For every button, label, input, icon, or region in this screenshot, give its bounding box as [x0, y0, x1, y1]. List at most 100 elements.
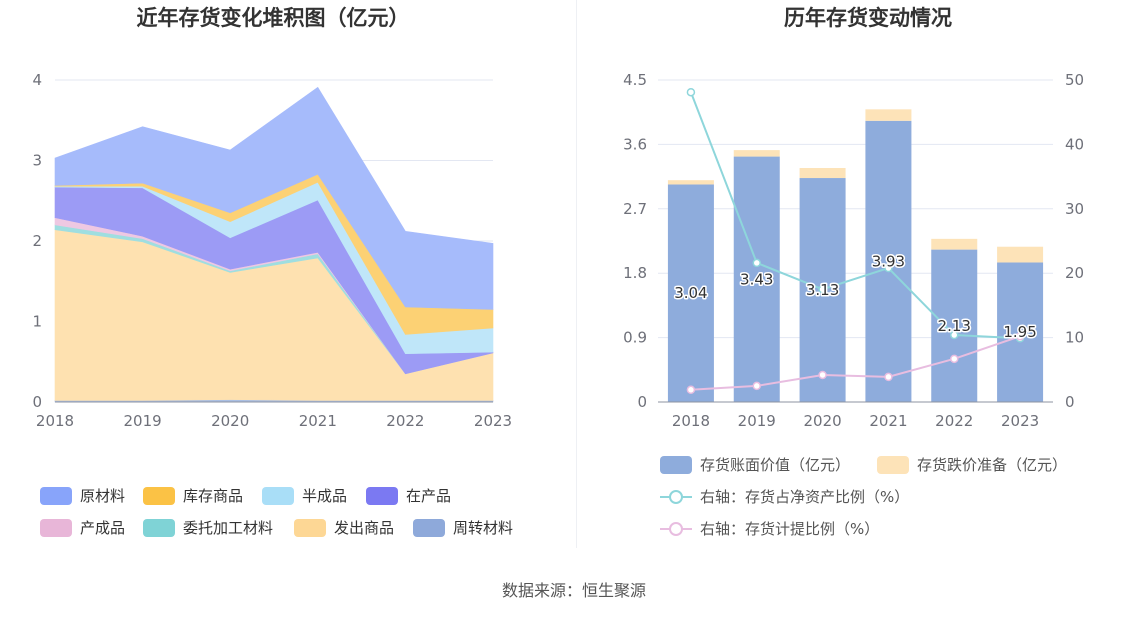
x-tick-label: 2019: [124, 412, 162, 430]
bar-impairment-provision-2019: [733, 150, 780, 157]
point-inventory-to-net-assets-2018: [686, 87, 696, 97]
legend-swatch: [143, 519, 175, 537]
bar-impairment-provision-2022: [931, 238, 978, 250]
line-inventory-to-net-assets: [689, 91, 1021, 340]
left-stacked-area-chart: 0 1 2 3 4 2018 2019 2020 2021 2022 2023: [32, 71, 512, 430]
legend-item-inventory-to-net-assets[interactable]: 右轴：存货占净资产比例（%）: [660, 488, 909, 506]
legend-label: 库存商品: [183, 487, 244, 505]
y-tick-label: 0: [32, 393, 42, 411]
legend-item-goods-shipped[interactable]: 发出商品: [294, 519, 394, 537]
point-impairment-ratio-2023: [1015, 332, 1025, 341]
x-tick-label: 2019: [738, 412, 776, 430]
bar-book-value-2021: [865, 120, 912, 402]
legend-swatch: [40, 519, 72, 537]
right-y-tick-label: 30: [1065, 200, 1084, 218]
legend-label: 周转材料: [453, 519, 514, 537]
legend-item-stock-goods[interactable]: 库存商品: [143, 487, 243, 505]
x-tick-label: 2020: [803, 412, 841, 430]
x-tick-label: 2018: [672, 412, 710, 430]
bar-impairment-provision-2021: [865, 109, 912, 121]
legend-item-work-in-progress[interactable]: 在产品: [366, 487, 451, 505]
point-inventory-to-net-assets-2020: [818, 285, 827, 294]
y-tick-label: 3: [32, 152, 42, 170]
point-impairment-ratio-2021: [884, 372, 893, 382]
x-tick-label: 2021: [299, 412, 337, 430]
bar-book-value-2018: [667, 184, 714, 402]
point-impairment-ratio-2020: [818, 370, 827, 380]
legend-item-turnover-materials[interactable]: 周转材料: [413, 519, 513, 537]
bar-value-label-2021: 3.93: [872, 252, 905, 270]
data-source-note: 数据来源：恒生聚源: [501, 581, 646, 600]
left-y-tick-label: 2.7: [623, 200, 647, 218]
legend-item-impairment-ratio[interactable]: 右轴：存货计提比例（%）: [660, 520, 879, 538]
bar-value-label-2019: 3.43: [740, 270, 773, 288]
legend-label: 委托加工材料: [183, 519, 274, 537]
x-tick-label: 2023: [1001, 412, 1039, 430]
bar-impairment-provision-2020: [799, 168, 846, 179]
y-tick-label: 2: [32, 232, 42, 250]
line-impairment-ratio: [690, 335, 1021, 391]
x-tick-label: 2020: [211, 412, 249, 430]
legend-swatch: [262, 487, 294, 505]
bar-impairment-provision-2018: [667, 180, 714, 185]
legend-item-finished-products[interactable]: 产成品: [40, 519, 125, 537]
left-chart-title: 近年存货变化堆积图（亿元）: [136, 6, 410, 30]
line-legend-icon: [660, 522, 692, 536]
bar-value-label-2022: 2.13: [938, 317, 971, 335]
left-y-tick-label: 0: [637, 393, 647, 411]
x-tick-label: 2022: [935, 412, 973, 430]
bar-book-value-2022: [931, 249, 978, 402]
point-inventory-to-net-assets-2019: [752, 258, 761, 268]
legend-label: 存货跌价准备（亿元）: [917, 456, 1068, 474]
y-tick-label: 4: [32, 71, 42, 89]
legend-swatch: [143, 487, 175, 505]
point-impairment-ratio-2018: [686, 385, 696, 395]
x-tick-label: 2021: [869, 412, 907, 430]
bar-impairment-provision-2023: [997, 246, 1044, 263]
legend-item-consigned-processing[interactable]: 委托加工材料: [143, 519, 273, 537]
line-legend-icon: [660, 490, 692, 504]
legend-swatch: [660, 456, 692, 474]
right-bar-line-chart: 0 0.9 1.8 2.7 3.6 4.5 0 10 20 30 40 50 2018 2019 2020 2…: [623, 71, 1084, 430]
legend-item-book-value[interactable]: 存货账面价值（亿元）: [660, 456, 850, 474]
right-chart-title: 历年存货变动情况: [784, 6, 952, 30]
point-impairment-ratio-2022: [950, 354, 959, 364]
bar-value-label-2023: 1.95: [1003, 323, 1036, 341]
legend-label: 存货账面价值（亿元）: [700, 456, 851, 474]
x-tick-label: 2022: [386, 412, 424, 430]
bar-book-value-2019: [733, 156, 780, 402]
legend-line-marker: [669, 490, 683, 504]
legend-swatch: [413, 519, 445, 537]
legend-label: 半成品: [302, 487, 348, 505]
right-y-tick-label: 40: [1065, 135, 1084, 153]
legend-item-semi-finished[interactable]: 半成品: [262, 487, 347, 505]
legend-item-raw-materials[interactable]: 原材料: [40, 487, 125, 505]
bar-value-label-2018: 3.04: [674, 284, 707, 302]
left-y-tick-label: 1.8: [623, 264, 647, 282]
y-tick-label: 1: [32, 313, 42, 331]
x-tick-label: 2023: [474, 412, 512, 430]
right-y-tick-label: 0: [1065, 393, 1075, 411]
legend-swatch: [40, 487, 72, 505]
legend-swatch: [877, 456, 909, 474]
point-inventory-to-net-assets-2022: [950, 330, 959, 340]
right-y-tick-label: 20: [1065, 264, 1084, 282]
point-inventory-to-net-assets-2021: [884, 263, 893, 273]
x-tick-label: 2018: [36, 412, 74, 430]
chart-divider: [576, 0, 577, 548]
left-y-tick-label: 4.5: [623, 71, 647, 89]
bar-value-label-2020: 3.13: [806, 281, 839, 299]
legend-label: 原材料: [80, 487, 126, 505]
legend-item-impairment-provision[interactable]: 存货跌价准备（亿元）: [877, 456, 1067, 474]
right-y-tick-label: 50: [1065, 71, 1084, 89]
legend-swatch: [366, 487, 398, 505]
legend-label: 发出商品: [334, 519, 395, 537]
legend-label: 右轴：存货占净资产比例（%）: [700, 488, 910, 506]
legend-swatch: [294, 519, 326, 537]
chart-canvas: 0 1 2 3 4 2018 2019 2020 2021 2022 2023 0 0.9 1.8 2.7…: [32, 71, 1084, 430]
legend-label: 右轴：存货计提比例（%）: [700, 520, 880, 538]
right-y-tick-label: 10: [1065, 329, 1084, 347]
left-y-tick-label: 0.9: [623, 329, 647, 347]
left-y-tick-label: 3.6: [623, 135, 647, 153]
legend-line-marker: [669, 522, 683, 536]
